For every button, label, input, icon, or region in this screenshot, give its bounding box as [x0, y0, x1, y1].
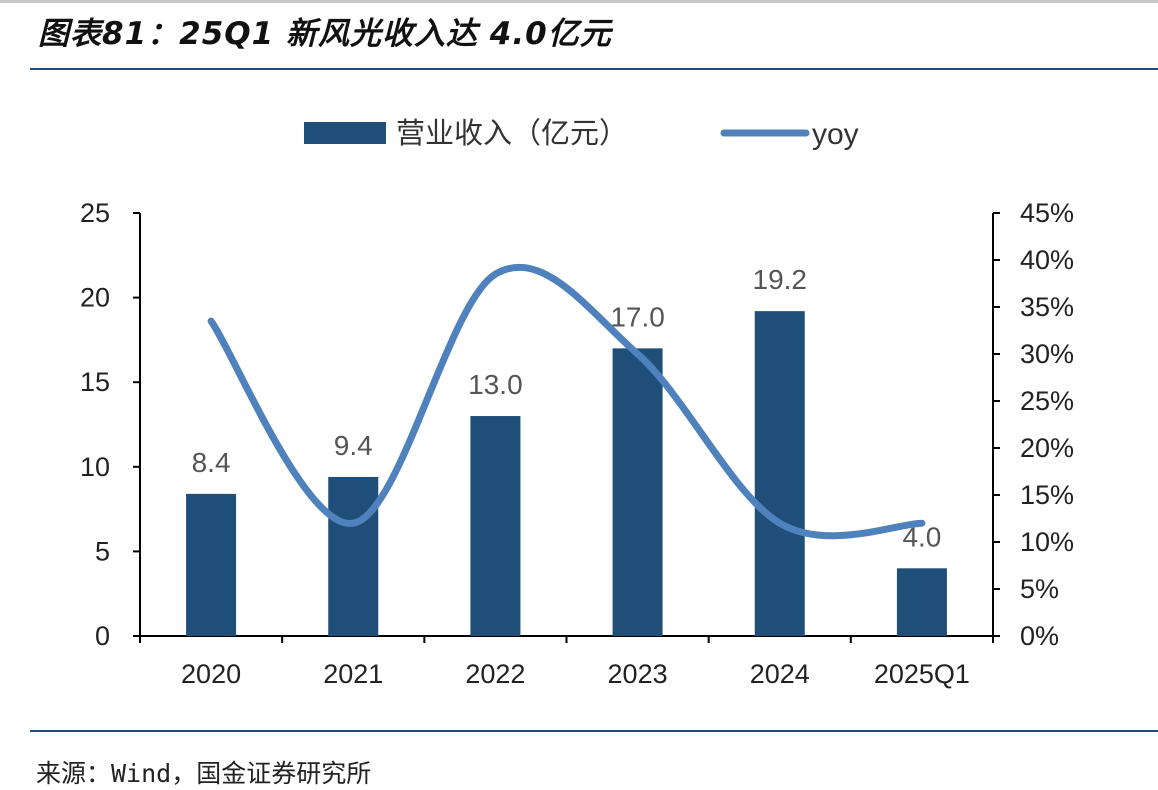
y-tick-label-right: 40% — [1020, 245, 1074, 275]
bar-data-label: 13.0 — [468, 369, 523, 400]
figure-title: 图表81：25Q1 新风光收入达 4.0亿元 — [38, 16, 612, 52]
title-divider — [30, 68, 1158, 70]
bar — [612, 348, 663, 636]
y-tick-label-left: 5 — [95, 536, 110, 566]
legend-label-revenue: 营业收入（亿元） — [396, 117, 628, 150]
x-tick-label: 2022 — [465, 659, 525, 689]
y-tick-label-right: 10% — [1020, 527, 1074, 557]
y-tick-label-left: 0 — [95, 621, 110, 651]
y-tick-label-right: 15% — [1020, 480, 1074, 510]
source-note: 来源：Wind，国金证券研究所 — [36, 759, 372, 788]
x-tick-label: 2021 — [323, 659, 383, 689]
x-tick-label: 2023 — [608, 659, 668, 689]
y-tick-label-left: 25 — [80, 198, 110, 228]
y-tick-label-left: 10 — [80, 452, 110, 482]
x-tick-label: 2020 — [181, 659, 241, 689]
y-tick-label-right: 35% — [1020, 292, 1074, 322]
y-tick-label-right: 5% — [1020, 574, 1059, 604]
y-tick-label-right: 0% — [1020, 621, 1059, 651]
legend-label-yoy: yoy — [812, 118, 859, 151]
x-tick-label: 2025Q1 — [874, 659, 970, 689]
bar — [754, 311, 805, 636]
y-tick-label-right: 30% — [1020, 339, 1074, 369]
yoy-line — [207, 264, 926, 540]
bar — [186, 493, 237, 636]
bar — [470, 416, 521, 636]
bar-data-label: 17.0 — [610, 301, 665, 332]
y-tick-label-left: 20 — [80, 283, 110, 313]
source-divider — [30, 730, 1158, 732]
y-tick-label-right: 20% — [1020, 433, 1074, 463]
bar-data-label: 9.4 — [334, 430, 373, 461]
y-tick-label-right: 25% — [1020, 386, 1074, 416]
y-tick-label-left: 15 — [80, 367, 110, 397]
y-tick-label-right: 45% — [1020, 198, 1074, 228]
legend-bar-swatch — [304, 122, 386, 144]
bar — [896, 568, 947, 636]
plot-area: 0 5 10 15 20 25 0% 5% 10% 15% 20% 25% 30% 35% 40% 45% 20… — [80, 198, 1074, 689]
legend: 营业收入（亿元） yoy — [304, 117, 859, 151]
bar-data-label: 19.2 — [753, 264, 808, 295]
top-border — [0, 0, 1158, 3]
bar — [328, 476, 379, 636]
bar-data-label: 8.4 — [192, 447, 231, 478]
x-tick-label: 2024 — [750, 659, 810, 689]
